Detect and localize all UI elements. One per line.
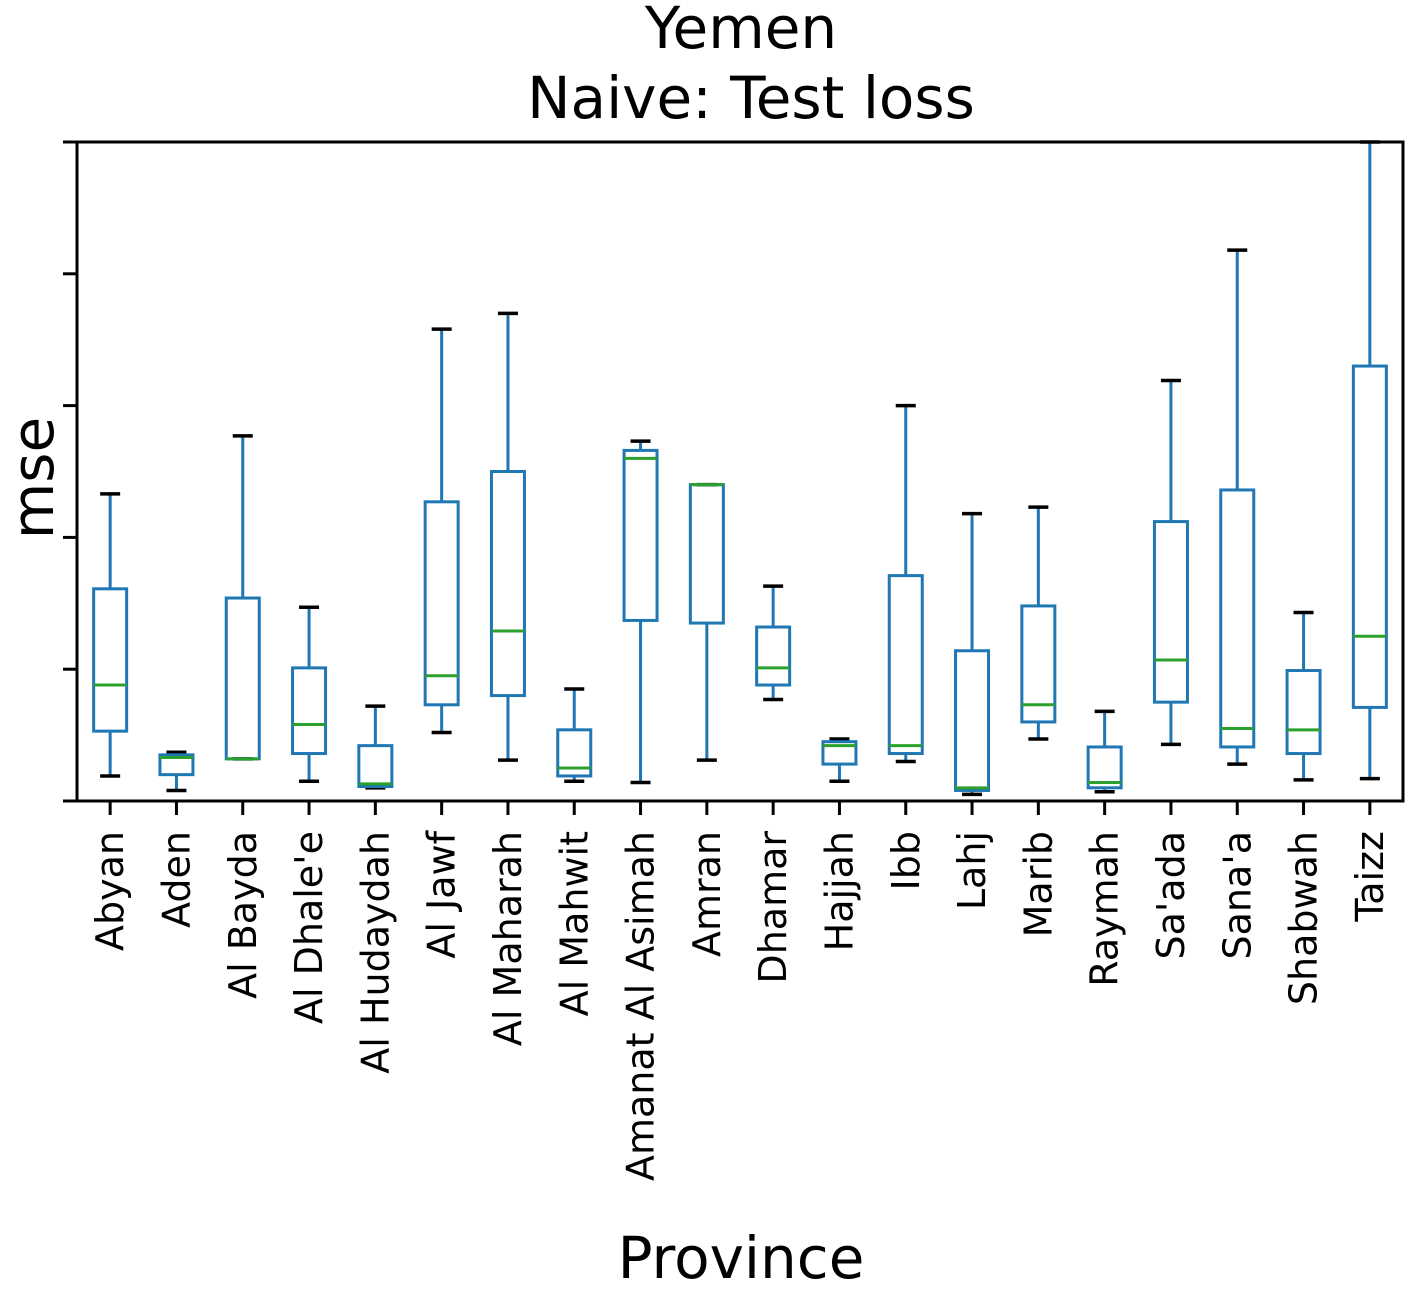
- box-group-8: [622, 439, 659, 785]
- box: [357, 744, 394, 789]
- box-group-11: [821, 737, 858, 783]
- box: [92, 587, 129, 733]
- box-group-1: [158, 750, 195, 793]
- box-group-13: [954, 511, 991, 797]
- x-tick-label-14: Marib: [1016, 831, 1060, 937]
- box-group-14: [1020, 505, 1057, 741]
- box-group-17: [1219, 248, 1256, 766]
- y-axis-title: mse: [0, 417, 67, 539]
- box-group-9: [688, 482, 725, 762]
- x-axis-title: Province: [618, 1224, 865, 1292]
- box: [1086, 745, 1123, 790]
- box-group-4: [357, 704, 394, 790]
- box: [423, 500, 460, 707]
- x-tick-label-11: Hajjah: [817, 831, 861, 951]
- x-tick-label-10: Dhamar: [751, 831, 795, 984]
- chart-subtitle: Naive: Test loss: [527, 64, 975, 132]
- chart-title: Yemen: [644, 0, 837, 62]
- box: [821, 740, 858, 766]
- box: [291, 666, 328, 756]
- box-group-18: [1285, 610, 1322, 782]
- x-tick-label-7: Al Mahwit: [552, 831, 596, 1016]
- x-tick-label-18: Shabwah: [1282, 831, 1326, 1005]
- x-tick-label-0: Abyan: [88, 831, 132, 951]
- box-group-12: [887, 403, 924, 764]
- box: [1285, 669, 1322, 756]
- box: [1219, 488, 1256, 749]
- plot-marks: Abyan Aden Al Bayda Al Dhale'e Al Hudaydah Al…: [63, 140, 1392, 1181]
- x-tick-label-3: Al Dhale'e: [287, 831, 331, 1024]
- box: [688, 483, 725, 625]
- x-tick-label-6: Al Maharah: [486, 831, 530, 1046]
- box: [489, 470, 526, 698]
- box: [887, 574, 924, 756]
- x-tick-label-15: Raymah: [1083, 831, 1127, 987]
- box-group-3: [291, 605, 328, 783]
- x-tick-label-19: Taizz: [1348, 831, 1392, 923]
- x-tick-label-12: Ibb: [884, 831, 928, 890]
- x-tick-label-2: Al Bayda: [221, 831, 265, 999]
- x-tick-label-1: Aden: [154, 831, 198, 928]
- box-group-19: [1351, 140, 1388, 781]
- box: [954, 649, 991, 792]
- box-group-16: [1152, 378, 1189, 747]
- box: [622, 448, 659, 622]
- box-group-6: [489, 311, 526, 762]
- x-tick-label-13: Lahj: [950, 831, 994, 910]
- x-tick-label-17: Sana'a: [1215, 831, 1259, 960]
- box: [1020, 604, 1057, 724]
- x-tick-label-4: Al Hudaydah: [353, 831, 397, 1074]
- box-group-7: [556, 687, 593, 783]
- box: [556, 728, 593, 778]
- plot-frame: [75, 140, 1405, 803]
- x-tick-label-9: Amran: [685, 831, 729, 957]
- box-group-10: [755, 584, 792, 702]
- box-group-15: [1086, 709, 1123, 794]
- box-group-2: [224, 434, 261, 761]
- box: [1152, 520, 1189, 704]
- box: [158, 753, 195, 777]
- box: [224, 596, 261, 761]
- box-group-0: [92, 492, 129, 778]
- box: [755, 625, 792, 687]
- x-tick-label-8: Amanat Al Asimah: [619, 831, 663, 1181]
- box-group-5: [423, 327, 460, 735]
- box: [1351, 364, 1388, 709]
- x-tick-label-16: Sa'ada: [1149, 831, 1193, 960]
- x-tick-label-5: Al Jawf: [420, 829, 464, 958]
